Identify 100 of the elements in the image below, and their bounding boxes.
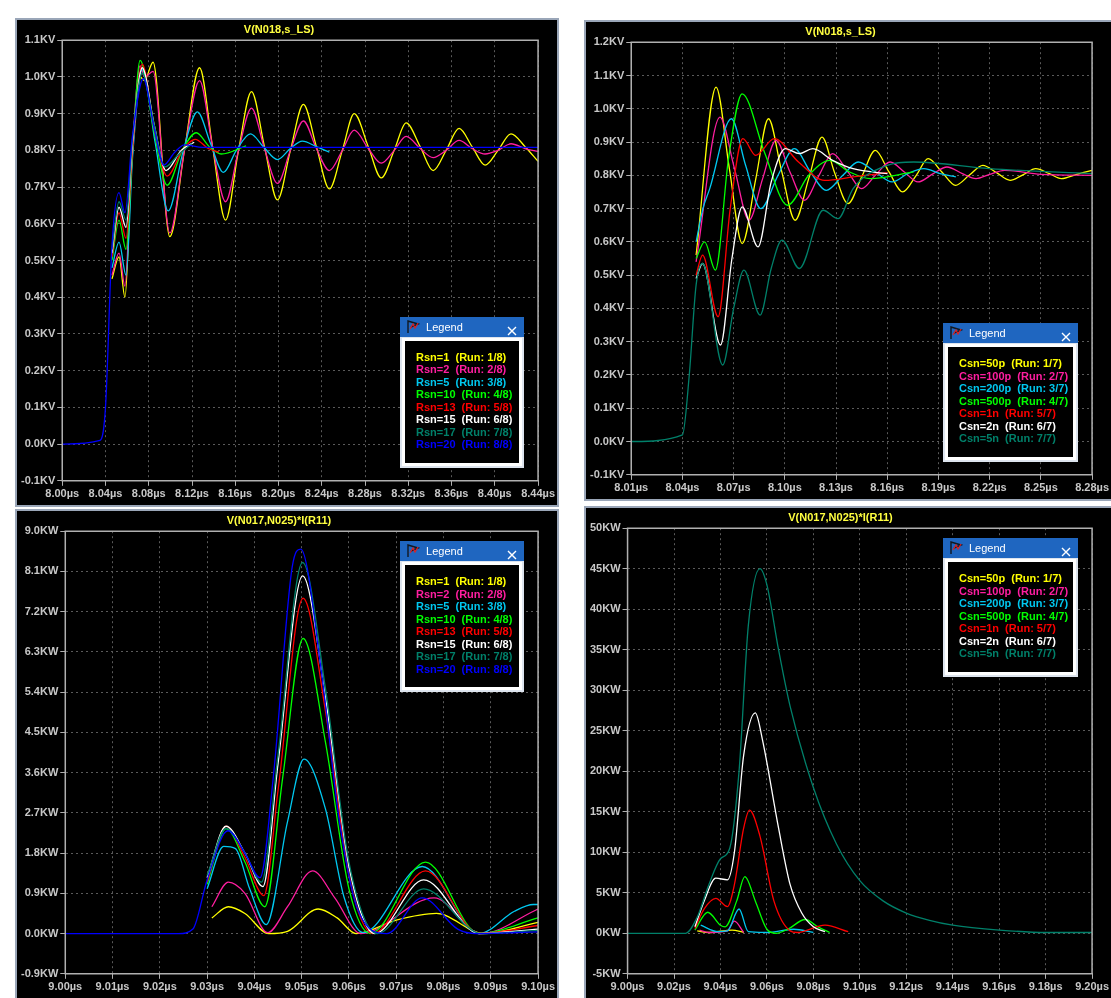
y-tick-label: 9.0KW <box>24 524 59 537</box>
y-tick-label: 0.4KV <box>24 290 56 303</box>
line-series <box>211 906 539 935</box>
y-tick-label: 1.8KW <box>24 846 59 859</box>
x-tick-label: 9.04µs <box>703 980 738 993</box>
y-tick-label: 1.1KV <box>24 33 56 46</box>
x-tick-label: 8.36µs <box>434 487 469 500</box>
line-series <box>627 568 1093 934</box>
y-tick-label: -0.1KV <box>20 473 56 486</box>
y-tick-label: 1.2KV <box>593 35 625 48</box>
y-tick-label: 0.2KV <box>593 368 625 380</box>
x-tick-label: 9.20µs <box>1075 980 1110 993</box>
line-series <box>695 148 888 346</box>
y-tick-label: 2.7KW <box>24 805 59 818</box>
x-tick-label: 9.12µs <box>889 980 924 993</box>
x-tick-label: 8.10µs <box>767 481 802 494</box>
line-series <box>694 809 849 934</box>
x-tick-label: 8.25µs <box>1023 481 1058 494</box>
legend-title: Legend <box>426 544 463 560</box>
chart-title: V(N018,s_LS) <box>243 22 315 35</box>
chart-title: V(N018,s_LS) <box>805 24 876 37</box>
y-tick-label: 4.5KW <box>24 725 59 738</box>
line-series <box>631 161 1093 443</box>
y-tick-label: -5KW <box>592 966 622 979</box>
y-tick-label: 0.7KV <box>593 201 625 214</box>
x-tick-label: 8.44µs <box>521 487 556 500</box>
x-tick-label: 8.40µs <box>477 487 512 500</box>
x-tick-label: 9.09µs <box>473 980 508 993</box>
x-tick-label: 8.28µs <box>1075 481 1110 494</box>
y-tick-label: 15KW <box>590 804 622 817</box>
line-series <box>206 758 539 935</box>
y-tick-label: 35KW <box>590 642 622 655</box>
x-tick-label: 8.07µs <box>716 481 751 494</box>
y-tick-label: 0.7KV <box>24 180 56 193</box>
line-series <box>694 875 831 934</box>
y-tick-label: -0.9KW <box>21 966 59 979</box>
line-series <box>698 920 745 934</box>
legend-window: Legend Rsn=1 (Run: 1/8) Rsn=2 (Run: 2/8) Rsn=5 (Run: 3/8) Rsn=10 (Run: 4/8) Rsn=13 (Run: 5/8) Rsn=15 (Run: 6/8) Rsn=17 (Run: 7/8) Rsn=20 (Run: 8/8) <box>400 541 525 693</box>
x-tick-label: 8.00µs <box>45 487 80 500</box>
y-tick-label: 20KW <box>590 764 622 777</box>
y-tick-label: 1.0KV <box>24 69 56 82</box>
y-tick-label: 0.1KV <box>593 401 625 414</box>
y-tick-label: 30KW <box>590 683 622 696</box>
y-tick-label: 5.4KW <box>24 685 59 698</box>
y-tick-label: 0.6KV <box>24 216 56 229</box>
legend-window: Legend Csn=50p (Run: 1/7) Csn=100p (Run: 2/7) Csn=200p (Run: 3/7) Csn=500p (Run: 4/7) Csn=1n (Run: 5/7) Csn=2n (Run: 6/7) Csn=5n (Run: 7/7) <box>942 323 1079 462</box>
y-tick-label: 10KW <box>590 845 622 858</box>
line-series <box>694 712 826 933</box>
x-tick-label: 8.19µs <box>921 481 956 494</box>
line-series <box>695 118 957 243</box>
x-tick-label: 8.24µs <box>304 487 339 500</box>
x-tick-label: 9.16µs <box>982 980 1017 993</box>
y-tick-label: 8.1KW <box>24 564 59 577</box>
y-tick-label: 0.6KV <box>593 234 625 247</box>
y-tick-label: 0.5KV <box>24 253 56 266</box>
x-tick-label: 8.22µs <box>972 481 1007 494</box>
y-tick-label: 25KW <box>590 723 622 736</box>
x-tick-label: 8.20µs <box>261 487 296 500</box>
x-tick-label: 9.06µs <box>332 980 366 993</box>
x-tick-label: 9.03µs <box>190 980 225 993</box>
y-tick-label: -0.1KV <box>589 467 625 480</box>
y-tick-label: 0.9KV <box>24 106 56 119</box>
x-tick-label: 8.04µs <box>88 487 123 500</box>
x-tick-label: 8.08µs <box>131 487 166 500</box>
y-tick-label: 50KW <box>590 521 622 534</box>
x-tick-label: 9.02µs <box>142 980 177 993</box>
x-tick-label: 9.00µs <box>48 980 83 993</box>
line-series <box>695 138 888 318</box>
y-tick-label: 0.5KV <box>593 268 625 281</box>
x-tick-label: 8.16µs <box>218 487 253 500</box>
legend-title: Legend <box>426 319 463 335</box>
y-tick-label: 3.6KW <box>24 765 59 778</box>
x-tick-label: 8.04µs <box>665 481 700 494</box>
x-tick-label: 9.00µs <box>610 980 645 993</box>
chart-title: V(N017,N025)*I(R11) <box>226 513 332 526</box>
x-tick-label: 8.32µs <box>391 487 426 500</box>
y-tick-label: 0KW <box>596 926 622 939</box>
x-tick-label: 9.10µs <box>521 980 556 993</box>
y-tick-label: 7.2KW <box>24 604 59 617</box>
y-tick-label: 0.3KV <box>593 334 625 347</box>
y-tick-label: 6.3KW <box>24 644 59 657</box>
x-tick-label: 9.06µs <box>749 980 784 993</box>
y-tick-label: 0.1KV <box>24 400 56 413</box>
x-tick-label: 9.01µs <box>95 980 130 993</box>
legend-window: Legend Csn=50p (Run: 1/7) Csn=100p (Run: 2/7) Csn=200p (Run: 3/7) Csn=500p (Run: 4/7) Csn=1n (Run: 5/7) Csn=2n (Run: 6/7) Csn=5n (Run: 7/7) <box>942 538 1079 677</box>
y-tick-label: 5KW <box>596 885 622 898</box>
y-tick-label: 0.4KV <box>593 301 625 314</box>
line-series <box>65 548 539 935</box>
legend-title: Legend <box>968 326 1006 342</box>
y-tick-label: 0.0KW <box>24 926 59 939</box>
x-tick-label: 9.04µs <box>237 980 272 993</box>
x-tick-label: 9.08µs <box>426 980 461 993</box>
y-tick-label: 0.9KW <box>24 886 59 899</box>
x-tick-label: 9.14µs <box>935 980 970 993</box>
y-tick-label: 1.0KV <box>593 101 625 114</box>
y-tick-label: 45KW <box>590 561 622 574</box>
y-tick-label: 0.9KV <box>593 135 625 148</box>
x-tick-label: 8.13µs <box>819 481 853 494</box>
y-tick-label: 0.0KV <box>24 437 56 450</box>
legend-title: Legend <box>968 541 1006 557</box>
